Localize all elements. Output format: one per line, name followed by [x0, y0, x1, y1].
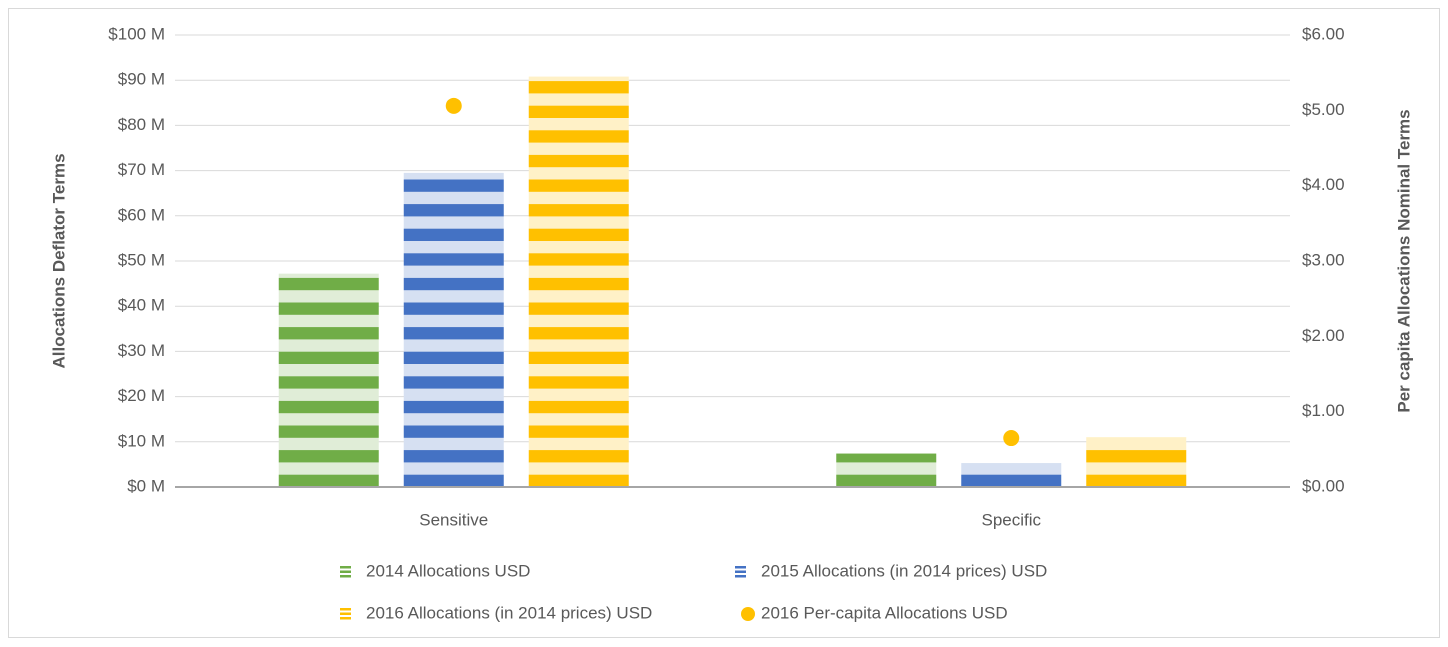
x-tick-label: Sensitive: [419, 510, 488, 529]
x-tick-label: Specific: [981, 510, 1041, 529]
y2-tick-label: $0.00: [1302, 476, 1345, 495]
y-tick-label: $50 M: [118, 250, 165, 269]
bar: [961, 463, 1062, 487]
bar: [278, 273, 379, 487]
legend-marker: [340, 608, 351, 611]
legend-label: 2014 Allocations USD: [366, 561, 530, 580]
y2-tick-label: $5.00: [1302, 100, 1345, 119]
y-tick-label: $0 M: [127, 476, 165, 495]
legend-label: 2015 Allocations (in 2014 prices) USD: [761, 561, 1047, 580]
y2-axis-title: Per capita Allocations Nominal Terms: [1394, 109, 1413, 412]
y-tick-label: $100 M: [108, 24, 165, 43]
bar: [836, 453, 937, 487]
y-tick-label: $20 M: [118, 386, 165, 405]
legend-label: 2016 Allocations (in 2014 prices) USD: [366, 603, 652, 622]
point: [1003, 430, 1020, 447]
y2-tick-label: $3.00: [1302, 250, 1345, 269]
y2-tick-label: $2.00: [1302, 326, 1345, 345]
legend-marker: [735, 566, 746, 569]
y-tick-label: $40 M: [118, 296, 165, 315]
legend-marker: [340, 566, 351, 569]
legend-marker: [340, 575, 351, 578]
y2-tick-label: $1.00: [1302, 401, 1345, 420]
bar: [403, 172, 504, 488]
legend-marker: [741, 607, 755, 621]
y-axis-title: Allocations Deflator Terms: [49, 153, 68, 368]
y-tick-label: $10 M: [118, 431, 165, 450]
y-tick-label: $30 M: [118, 341, 165, 360]
legend-marker: [340, 570, 351, 573]
chart-frame: [8, 8, 1440, 638]
y-tick-label: $90 M: [118, 70, 165, 89]
point: [445, 97, 462, 114]
y2-tick-label: $6.00: [1302, 24, 1345, 43]
legend-marker: [735, 570, 746, 573]
legend-marker: [340, 612, 351, 615]
bar: [528, 76, 629, 488]
y-tick-label: $80 M: [118, 115, 165, 134]
legend-label: 2016 Per-capita Allocations USD: [761, 603, 1008, 622]
y2-tick-label: $4.00: [1302, 175, 1345, 194]
legend-marker: [735, 575, 746, 578]
y-tick-label: $70 M: [118, 160, 165, 179]
legend-marker: [340, 617, 351, 620]
y-tick-label: $60 M: [118, 205, 165, 224]
bar: [1086, 437, 1187, 487]
